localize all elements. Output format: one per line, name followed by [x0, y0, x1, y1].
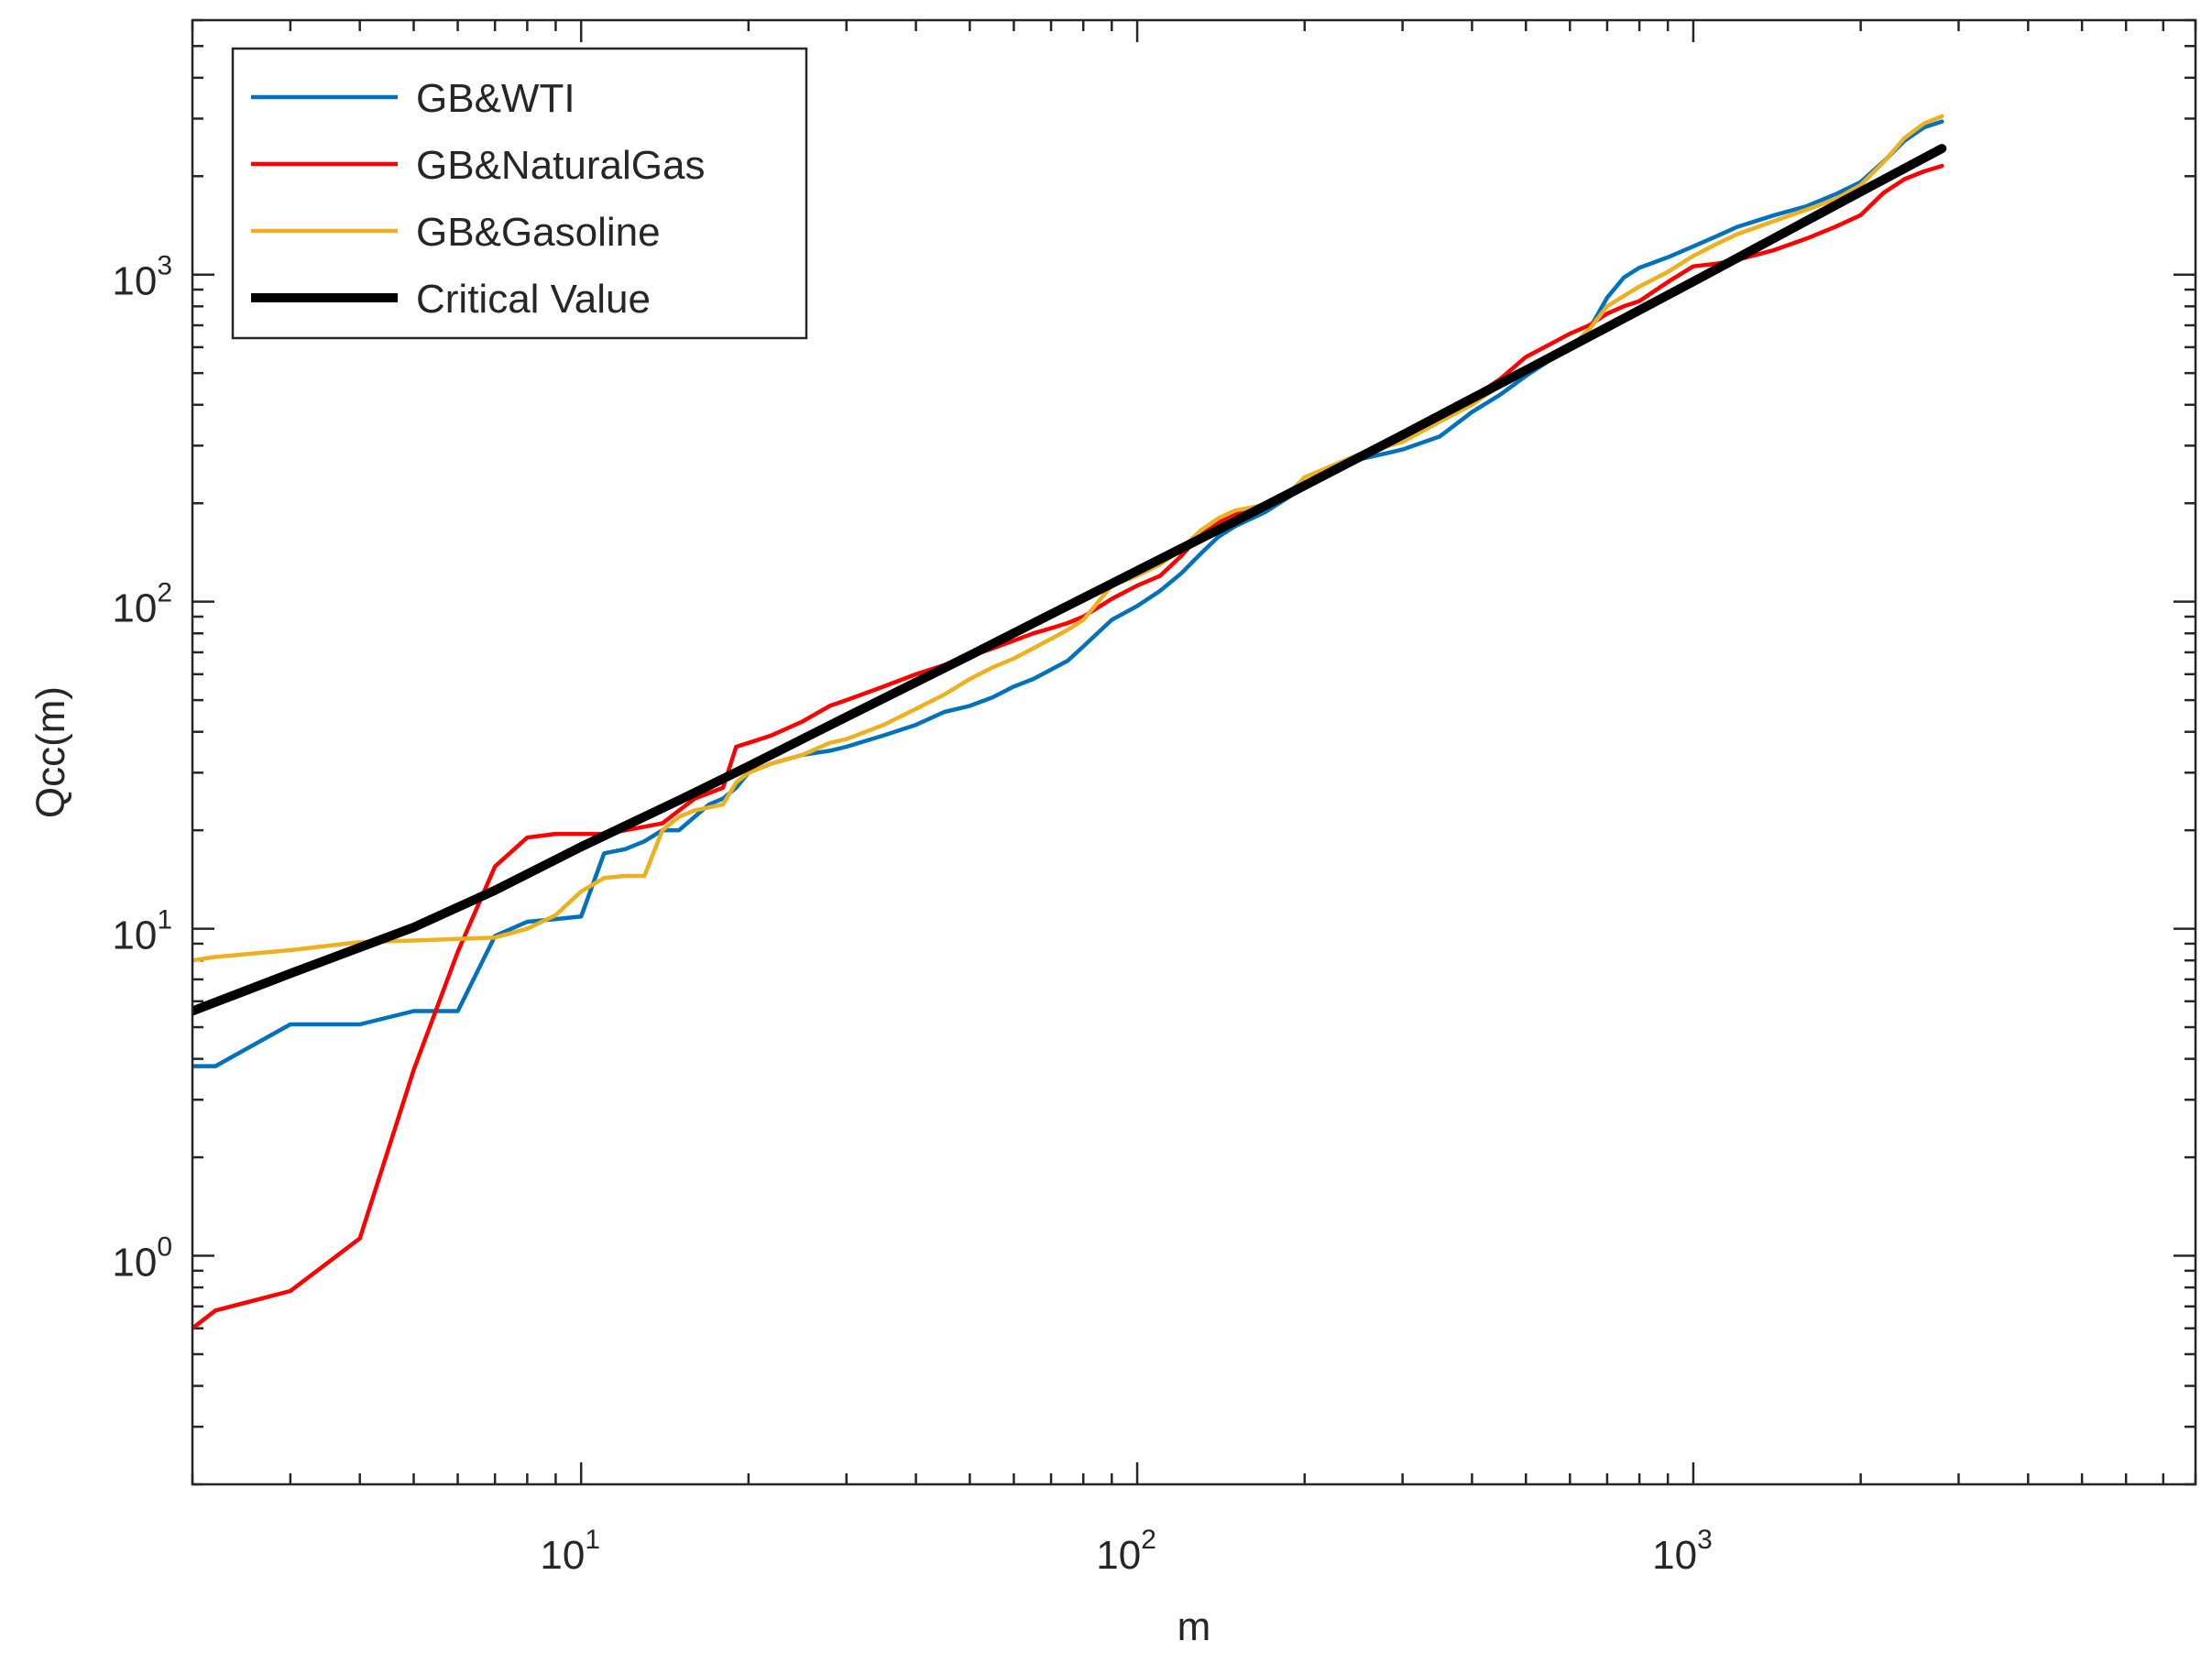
x-tick-label: 101	[540, 1525, 600, 1578]
x-tick-label-base: 10	[1652, 1533, 1697, 1578]
y-tick-label-base: 10	[112, 1241, 157, 1286]
y-tick-label-base: 10	[112, 259, 157, 304]
y-tick-label: 101	[112, 905, 172, 958]
y-tick-label: 102	[112, 578, 172, 631]
series-layer	[192, 114, 1947, 1330]
legend-label-gb-naturalgas: GB&NaturalGas	[416, 143, 705, 188]
y-tick-label: 103	[112, 251, 172, 304]
legend-label-gb-gasoline: GB&Gasoline	[416, 210, 661, 255]
y-tick-label-exponent: 2	[157, 578, 172, 608]
legend: GB&WTI GB&NaturalGas GB&Gasoline Critical V…	[231, 47, 808, 340]
x-tick-label: 103	[1652, 1525, 1713, 1578]
y-tick-label: 100	[112, 1232, 172, 1286]
x-tick-label: 102	[1096, 1525, 1156, 1578]
x-tick-label-base: 10	[540, 1533, 585, 1578]
x-axis-label: m	[1177, 1604, 1211, 1649]
y-tick-label-exponent: 1	[157, 905, 172, 935]
y-tick-label-exponent: 0	[157, 1232, 172, 1263]
legend-label-critical-value: Critical Value	[416, 277, 651, 322]
y-tick-label-base: 10	[112, 586, 157, 631]
series-line-gb-gasoline	[192, 114, 1944, 963]
series-line-gb-wti	[192, 119, 1944, 1068]
x-tick-label-exponent: 3	[1697, 1525, 1713, 1555]
legend-label-gb-wti: GB&WTI	[416, 76, 575, 121]
plot-frame	[191, 18, 2197, 1486]
x-tick-label-base: 10	[1096, 1533, 1141, 1578]
major-ticks	[192, 20, 2196, 1484]
x-tick-label-exponent: 2	[1141, 1525, 1156, 1555]
y-tick-label-exponent: 3	[157, 251, 172, 281]
y-axis-label: Qcc(m)	[28, 686, 73, 818]
series-line-critical-value	[192, 144, 1947, 1016]
y-tick-label-base: 10	[112, 914, 157, 958]
series-line-gb-naturalgas	[192, 163, 1944, 1330]
x-tick-label-exponent: 1	[585, 1525, 600, 1555]
